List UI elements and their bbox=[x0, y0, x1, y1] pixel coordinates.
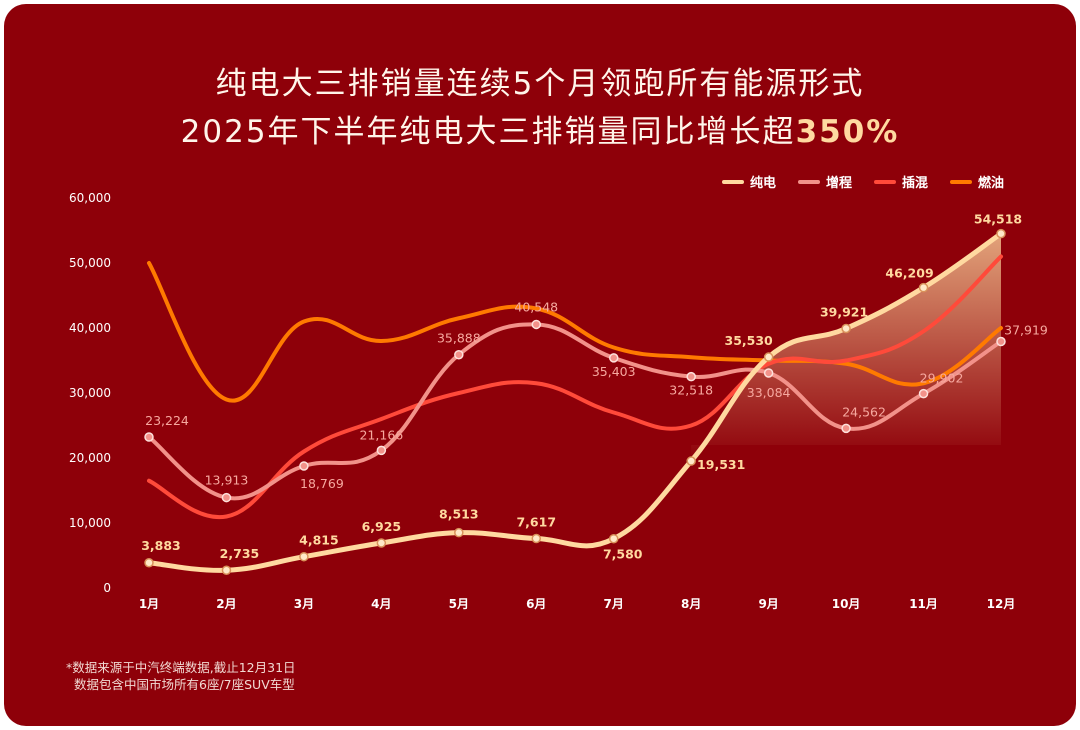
data-label-erev: 13,913 bbox=[205, 473, 249, 488]
y-tick-label: 10,000 bbox=[69, 516, 111, 530]
data-label-bev: 46,209 bbox=[885, 266, 933, 281]
data-label-bev: 54,518 bbox=[974, 212, 1022, 227]
data-point-erev bbox=[376, 445, 387, 456]
y-tick-label: 20,000 bbox=[69, 451, 111, 465]
data-point-erev bbox=[299, 461, 309, 471]
legend-swatch-ice bbox=[949, 179, 972, 184]
x-tick-label: 7月 bbox=[604, 597, 624, 611]
data-point-bev bbox=[996, 228, 1006, 239]
data-point-bev bbox=[221, 565, 232, 575]
legend-label-ice: 燃油 bbox=[977, 176, 1004, 191]
data-point-erev bbox=[841, 423, 851, 434]
data-point-erev bbox=[531, 319, 542, 330]
data-label-erev: 35,888 bbox=[437, 331, 481, 346]
legend-item-phev: 插混 bbox=[873, 172, 928, 191]
data-point-bev bbox=[841, 323, 851, 334]
y-tick-label: 40,000 bbox=[69, 321, 111, 335]
chart-title-line2-text: 2025年下半年纯电大三排销量同比增长超 bbox=[180, 114, 796, 150]
data-point-bev bbox=[299, 551, 309, 562]
data-point-bev bbox=[376, 538, 387, 548]
series-line-ice bbox=[147, 261, 1003, 403]
legend-item-erev: 增程 bbox=[797, 172, 852, 191]
data-point-erev bbox=[763, 368, 774, 378]
data-point-erev bbox=[686, 371, 696, 382]
x-tick-label: 10月 bbox=[832, 597, 861, 611]
legend-item-bev: 纯电 bbox=[721, 172, 776, 191]
legend-swatch-phev bbox=[873, 179, 896, 184]
data-point-erev bbox=[221, 492, 232, 503]
data-label-bev: 39,921 bbox=[820, 305, 868, 320]
growth-highlight: 350% bbox=[795, 114, 900, 150]
chart-title-line2: 2025年下半年纯电大三排销量同比增长超350% bbox=[0, 106, 1080, 151]
y-tick-label: 50,000 bbox=[69, 256, 111, 270]
x-tick-label: 11月 bbox=[909, 597, 938, 611]
x-tick-label: 3月 bbox=[294, 597, 314, 611]
data-label-bev: 35,530 bbox=[725, 333, 774, 348]
series-line-phev bbox=[147, 254, 1003, 520]
data-point-erev bbox=[144, 432, 154, 442]
data-point-bev bbox=[763, 352, 774, 362]
data-label-erev: 35,403 bbox=[592, 364, 636, 379]
x-tick-label: 9月 bbox=[758, 597, 778, 611]
data-label-erev: 24,562 bbox=[842, 404, 886, 419]
data-point-erev bbox=[918, 388, 929, 399]
data-point-bev bbox=[686, 456, 696, 466]
data-point-erev bbox=[996, 336, 1006, 347]
data-point-bev bbox=[531, 533, 542, 544]
data-label-bev: 7,617 bbox=[516, 514, 556, 529]
data-label-bev: 19,531 bbox=[697, 457, 745, 472]
data-label-erev: 23,224 bbox=[145, 413, 189, 428]
data-label-bev: 6,925 bbox=[362, 519, 402, 534]
x-tick-label: 12月 bbox=[987, 597, 1016, 611]
legend-item-ice: 燃油 bbox=[949, 172, 1004, 191]
footnote-scope: 数据包含中国市场所有6座/7座SUV车型 bbox=[74, 677, 295, 692]
data-label-bev: 3,883 bbox=[141, 538, 181, 553]
x-tick-label: 4月 bbox=[371, 597, 391, 611]
data-label-bev: 2,735 bbox=[220, 546, 260, 561]
x-tick-label: 5月 bbox=[449, 597, 469, 611]
data-label-erev: 29,902 bbox=[920, 371, 964, 386]
data-label-erev: 21,166 bbox=[359, 427, 403, 442]
data-point-bev bbox=[454, 527, 464, 538]
data-point-bev bbox=[144, 558, 154, 568]
data-point-bev bbox=[918, 282, 929, 293]
data-label-erev: 37,919 bbox=[1004, 323, 1048, 338]
data-point-erev bbox=[454, 349, 464, 360]
legend-swatch-erev bbox=[797, 179, 820, 184]
y-tick-label: 60,000 bbox=[69, 191, 111, 205]
y-tick-label: 0 bbox=[103, 581, 111, 595]
data-label-erev: 33,084 bbox=[747, 385, 791, 400]
data-label-erev: 18,769 bbox=[300, 476, 344, 491]
legend-label-erev: 增程 bbox=[825, 176, 852, 191]
data-label-bev: 8,513 bbox=[439, 507, 479, 522]
data-label-erev: 32,518 bbox=[669, 383, 713, 398]
y-tick-label: 30,000 bbox=[69, 386, 111, 400]
legend-label-bev: 纯电 bbox=[749, 176, 776, 191]
footnote-source: *数据来源于中汽终端数据,截止12月31日 bbox=[66, 660, 296, 675]
data-point-bev bbox=[608, 533, 619, 544]
data-label-bev: 7,580 bbox=[603, 547, 643, 562]
legend-label-phev: 插混 bbox=[901, 176, 928, 191]
data-label-erev: 40,548 bbox=[514, 299, 558, 314]
x-tick-label: 1月 bbox=[139, 597, 159, 611]
x-tick-label: 6月 bbox=[526, 597, 546, 611]
legend-swatch-bev bbox=[721, 179, 744, 184]
chart-title-line1: 纯电大三排销量连续5个月领跑所有能源形式 bbox=[215, 66, 865, 102]
data-label-bev: 4,815 bbox=[299, 533, 339, 548]
x-tick-label: 8月 bbox=[681, 597, 701, 611]
chart-legend: 纯电 增程 插混 燃油 bbox=[721, 172, 1004, 191]
x-tick-label: 2月 bbox=[216, 597, 236, 611]
data-point-erev bbox=[608, 353, 619, 363]
